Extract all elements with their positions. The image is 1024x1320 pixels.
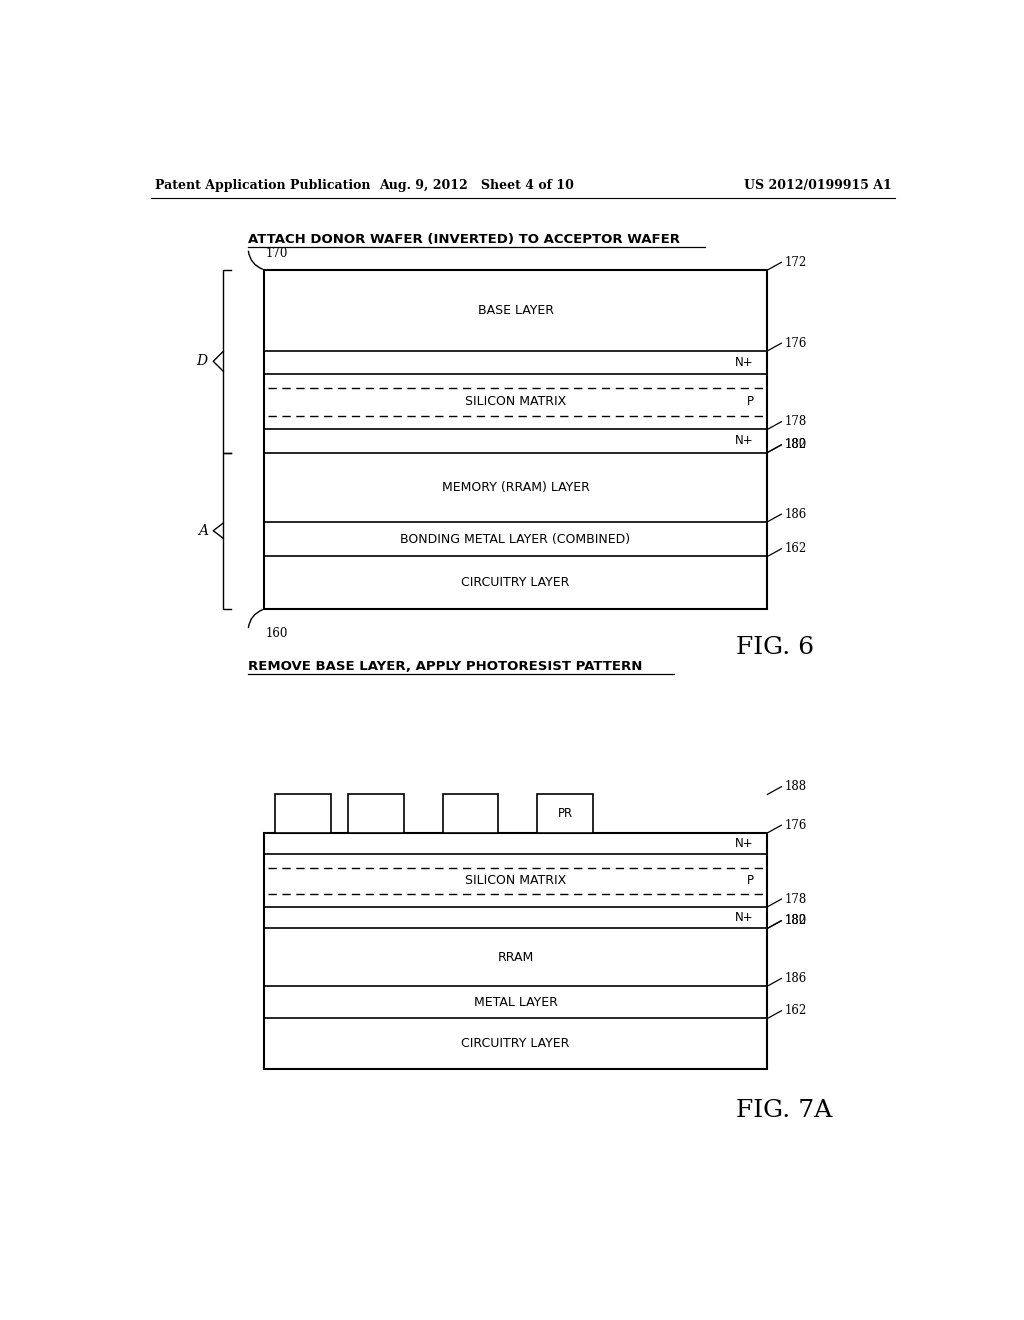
Text: SILICON MATRIX: SILICON MATRIX bbox=[465, 395, 566, 408]
Text: Aug. 9, 2012   Sheet 4 of 10: Aug. 9, 2012 Sheet 4 of 10 bbox=[379, 178, 574, 191]
Text: N+: N+ bbox=[735, 837, 754, 850]
Text: 180: 180 bbox=[784, 915, 807, 927]
Text: 178: 178 bbox=[784, 416, 807, 428]
Text: 176: 176 bbox=[784, 818, 807, 832]
Text: N+: N+ bbox=[735, 434, 754, 447]
Text: METAL LAYER: METAL LAYER bbox=[473, 995, 557, 1008]
Text: 178: 178 bbox=[784, 892, 807, 906]
Text: CIRCUITRY LAYER: CIRCUITRY LAYER bbox=[462, 1038, 569, 1049]
Text: REMOVE BASE LAYER, APPLY PHOTORESIST PATTERN: REMOVE BASE LAYER, APPLY PHOTORESIST PAT… bbox=[248, 660, 642, 673]
Text: 186: 186 bbox=[784, 508, 807, 520]
Bar bbox=[348, 795, 403, 833]
Text: CIRCUITRY LAYER: CIRCUITRY LAYER bbox=[462, 576, 569, 589]
Text: A: A bbox=[198, 524, 208, 537]
Text: P: P bbox=[746, 874, 754, 887]
Text: US 2012/0199915 A1: US 2012/0199915 A1 bbox=[743, 178, 891, 191]
Text: 182: 182 bbox=[784, 915, 807, 927]
Bar bbox=[275, 795, 331, 833]
Text: SILICON MATRIX: SILICON MATRIX bbox=[465, 874, 566, 887]
Text: 160: 160 bbox=[265, 627, 288, 640]
Text: 188: 188 bbox=[784, 780, 807, 793]
Text: P: P bbox=[746, 395, 754, 408]
Text: 186: 186 bbox=[784, 972, 807, 985]
Bar bbox=[442, 795, 499, 833]
Text: PR: PR bbox=[557, 807, 572, 820]
Text: RRAM: RRAM bbox=[498, 950, 534, 964]
Text: FIG. 7A: FIG. 7A bbox=[736, 1100, 833, 1122]
Bar bbox=[263, 271, 767, 609]
Text: N+: N+ bbox=[735, 356, 754, 370]
Bar bbox=[538, 795, 593, 833]
Text: 180: 180 bbox=[784, 438, 807, 451]
Text: FIG. 6: FIG. 6 bbox=[736, 636, 814, 659]
Bar bbox=[263, 833, 767, 1069]
Text: MEMORY (RRAM) LAYER: MEMORY (RRAM) LAYER bbox=[441, 480, 590, 494]
Text: BONDING METAL LAYER (COMBINED): BONDING METAL LAYER (COMBINED) bbox=[400, 533, 631, 545]
Text: ATTACH DONOR WAFER (INVERTED) TO ACCEPTOR WAFER: ATTACH DONOR WAFER (INVERTED) TO ACCEPTO… bbox=[248, 232, 680, 246]
Text: N+: N+ bbox=[735, 911, 754, 924]
Text: 170: 170 bbox=[265, 247, 288, 260]
Text: 172: 172 bbox=[784, 256, 807, 269]
Text: BASE LAYER: BASE LAYER bbox=[477, 304, 554, 317]
Text: 176: 176 bbox=[784, 337, 807, 350]
Text: D: D bbox=[197, 354, 208, 368]
Text: 162: 162 bbox=[784, 543, 807, 556]
Text: Patent Application Publication: Patent Application Publication bbox=[155, 178, 371, 191]
Text: 182: 182 bbox=[784, 438, 807, 451]
Text: 162: 162 bbox=[784, 1005, 807, 1018]
